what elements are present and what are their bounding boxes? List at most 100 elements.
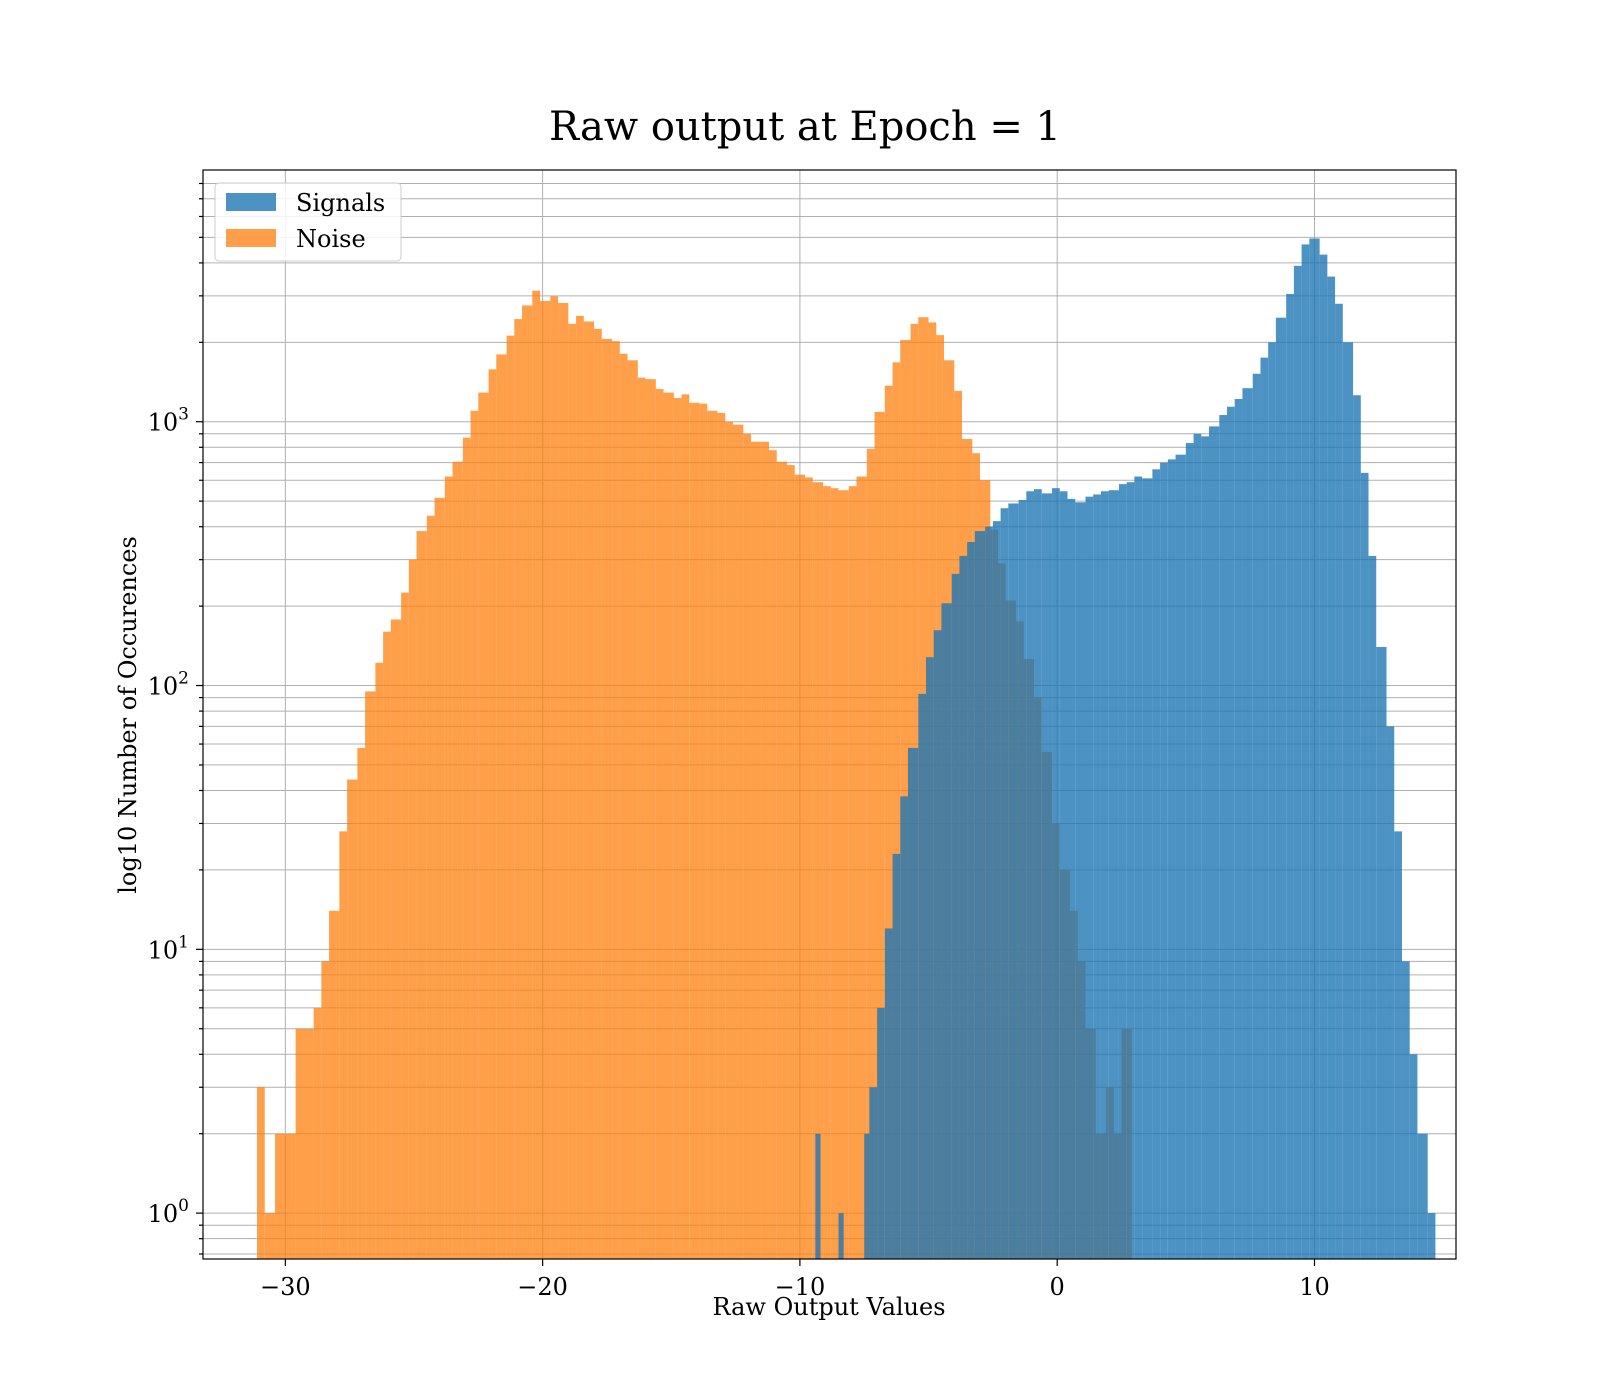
noise-bar bbox=[673, 398, 682, 1259]
noise-bar bbox=[856, 476, 867, 1259]
noise-bar bbox=[452, 461, 463, 1259]
noise-bar bbox=[645, 379, 656, 1259]
x-tick-label: −30 bbox=[260, 1273, 311, 1301]
x-axis-label: Raw Output Values bbox=[712, 1293, 945, 1321]
signals-bar bbox=[1342, 342, 1354, 1259]
signals-bar bbox=[1401, 961, 1410, 1259]
signals-bar bbox=[900, 796, 908, 1259]
signals-bar bbox=[1353, 395, 1361, 1259]
signals-bar bbox=[1335, 303, 1343, 1259]
y-axis-label: log10 Number of Occurences bbox=[114, 536, 142, 894]
signals-bar bbox=[1134, 476, 1143, 1259]
y-tick-base: 10 bbox=[148, 409, 179, 437]
noise-bar bbox=[838, 490, 849, 1259]
signals-bar bbox=[1118, 484, 1127, 1259]
legend: Signals Noise bbox=[214, 182, 402, 262]
noise-bar bbox=[655, 389, 664, 1260]
noise-bar bbox=[416, 531, 427, 1259]
signals-bar bbox=[1167, 459, 1176, 1259]
y-tick-exponent: 2 bbox=[178, 669, 189, 689]
noise-bar bbox=[257, 1087, 265, 1259]
y-tick-base: 10 bbox=[148, 673, 179, 701]
signals-bar bbox=[933, 630, 942, 1259]
noise-bar bbox=[357, 747, 366, 1259]
signals-bar bbox=[959, 555, 968, 1259]
signals-bar bbox=[864, 1133, 870, 1259]
noise-bar bbox=[558, 302, 569, 1259]
signals-bar bbox=[1319, 254, 1328, 1259]
signals-bar bbox=[892, 853, 901, 1259]
noise-bar bbox=[568, 323, 577, 1259]
noise-bar bbox=[776, 461, 788, 1259]
signals-bar bbox=[1000, 508, 1009, 1259]
signals-bar bbox=[1209, 426, 1220, 1259]
signals-bar bbox=[941, 603, 952, 1259]
signals-bar bbox=[1008, 503, 1019, 1260]
signals-bar bbox=[1260, 357, 1269, 1259]
signals-bar bbox=[1242, 388, 1253, 1260]
legend-swatch-noise bbox=[226, 229, 276, 247]
signals-bar bbox=[925, 657, 934, 1259]
signals-bar bbox=[884, 928, 893, 1259]
noise-bar bbox=[347, 779, 358, 1259]
signals-bar bbox=[1219, 415, 1228, 1259]
noise-bar bbox=[717, 412, 726, 1259]
signals-bar bbox=[1394, 831, 1402, 1259]
noise-bar bbox=[663, 392, 674, 1259]
noise-bar bbox=[313, 1007, 322, 1259]
signals-bar bbox=[1175, 454, 1186, 1259]
noise-bar bbox=[866, 448, 875, 1259]
noise-bar bbox=[884, 385, 893, 1260]
noise-bar bbox=[329, 910, 340, 1259]
noise-bar bbox=[725, 421, 734, 1260]
x-tick-label: −20 bbox=[517, 1273, 568, 1301]
signals-bar bbox=[992, 521, 1001, 1259]
noise-bar bbox=[743, 433, 752, 1259]
noise-bar bbox=[365, 691, 376, 1259]
y-tick-exponent: 1 bbox=[178, 932, 189, 952]
signals-bar bbox=[1427, 1213, 1436, 1259]
noise-bar bbox=[462, 437, 471, 1259]
noise-bar bbox=[637, 377, 646, 1259]
noise-bar bbox=[434, 497, 445, 1259]
signals-bar bbox=[1075, 502, 1086, 1259]
signals-bar bbox=[1275, 317, 1287, 1259]
y-tick-base: 10 bbox=[148, 1200, 179, 1228]
noise-bar bbox=[470, 410, 479, 1259]
noise-bar bbox=[874, 411, 885, 1259]
signals-bar bbox=[869, 1087, 878, 1259]
signals-bar bbox=[1026, 491, 1035, 1259]
noise-bar bbox=[383, 631, 391, 1259]
signals-bar bbox=[1327, 276, 1336, 1259]
noise-bar bbox=[787, 465, 795, 1259]
noise-bar bbox=[426, 515, 435, 1259]
noise-bar bbox=[830, 488, 839, 1259]
noise-bar bbox=[496, 354, 507, 1259]
signals-bar bbox=[1301, 244, 1310, 1260]
noise-bar bbox=[699, 403, 708, 1259]
signals-bar bbox=[815, 1133, 821, 1259]
signals-bar bbox=[1376, 646, 1387, 1259]
x-tick-label: 0 bbox=[1050, 1273, 1065, 1301]
noise-bar bbox=[401, 592, 409, 1259]
noise-bar bbox=[295, 1028, 314, 1259]
signals-bar bbox=[1052, 488, 1060, 1259]
noise-bar bbox=[576, 315, 584, 1260]
noise-bar bbox=[339, 831, 348, 1259]
y-tick-label: 101 bbox=[148, 932, 189, 964]
noise-bar bbox=[522, 305, 533, 1260]
noise-bar bbox=[761, 441, 770, 1259]
signals-bar bbox=[918, 693, 926, 1259]
noise-bar bbox=[390, 619, 402, 1259]
noise-bar bbox=[689, 402, 700, 1260]
signals-bar bbox=[1201, 436, 1210, 1259]
noise-bar bbox=[681, 394, 690, 1259]
y-tick-base: 10 bbox=[148, 936, 179, 964]
signals-bar bbox=[1309, 238, 1320, 1260]
signals-bar bbox=[1034, 489, 1042, 1259]
signals-bar bbox=[1193, 433, 1202, 1259]
noise-bar bbox=[478, 392, 489, 1259]
signals-bar bbox=[1227, 406, 1235, 1260]
